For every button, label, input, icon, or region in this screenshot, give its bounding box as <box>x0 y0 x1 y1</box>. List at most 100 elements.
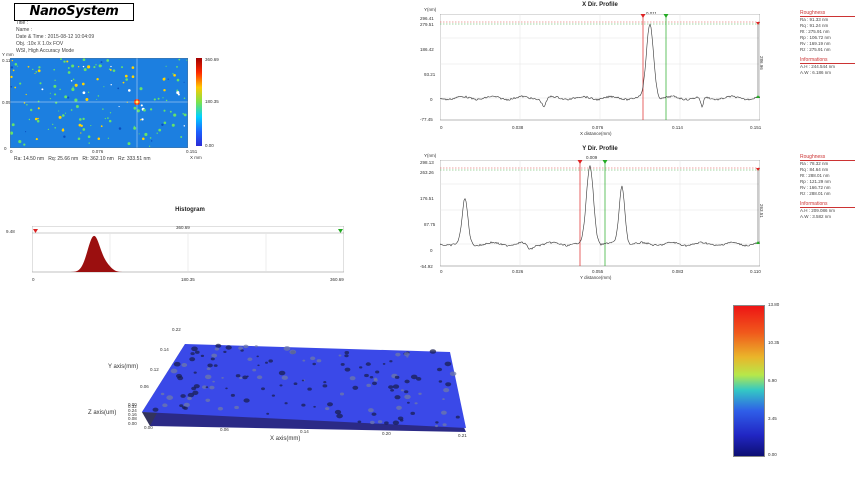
surface-peak <box>194 350 200 354</box>
surface-x-tick: 0.21 <box>458 433 467 438</box>
surface-peak <box>301 403 306 407</box>
map-particle <box>136 109 140 113</box>
x-profile-y-tick: -77.45 <box>420 117 433 122</box>
roughness-rz: Rz : 288.01 nm <box>800 191 831 196</box>
info-ah: A.H : 209.086 nm <box>800 208 836 213</box>
map-particle <box>18 140 22 144</box>
surface-peak <box>404 390 409 394</box>
surface-peak <box>369 375 374 379</box>
surface-peak <box>349 376 356 381</box>
surface-peak <box>327 402 333 407</box>
y-profile-plot[interactable] <box>440 160 760 268</box>
map-particle <box>102 108 104 110</box>
map-particle <box>81 82 85 86</box>
surface-peak <box>312 362 316 366</box>
surface-peak <box>323 380 327 384</box>
surface-peak <box>191 346 198 352</box>
histogram-x-tick: 180.35 <box>181 277 195 282</box>
surface-peak <box>418 392 422 395</box>
map-particle <box>58 115 62 119</box>
height-map-2d[interactable] <box>10 58 188 148</box>
surface-peak <box>344 367 351 372</box>
map-particle <box>87 135 91 138</box>
surface-peak <box>204 374 212 380</box>
map-particle <box>87 91 90 93</box>
map-particle <box>167 78 169 80</box>
surface-peak <box>210 357 215 361</box>
meta-line: Title : <box>16 20 29 26</box>
y-profile-x-tick: 0 <box>440 269 443 274</box>
surface-peak <box>443 387 450 393</box>
map-particle <box>52 123 54 126</box>
y-profile-y-tick: 87.75 <box>424 222 436 227</box>
profile-left-cursor-marker <box>577 160 583 164</box>
map-particle <box>53 84 57 88</box>
map-particle <box>17 65 19 67</box>
map-particle <box>54 127 56 129</box>
surface-peak <box>339 392 345 396</box>
surface-y-axis-label: Y axis(mm) <box>108 364 139 370</box>
surface-peak <box>455 415 460 419</box>
surface-peak <box>205 386 209 389</box>
map-particle <box>138 133 140 135</box>
histogram-x-tick: 0 <box>32 277 35 282</box>
profile-left-cursor-marker <box>640 14 646 18</box>
map-particle <box>34 73 36 74</box>
surface-peak <box>170 368 178 374</box>
histogram-plot[interactable] <box>32 226 344 276</box>
surface-peak <box>230 393 235 397</box>
surface-peak <box>179 404 184 408</box>
surface-3d-view[interactable] <box>80 318 480 460</box>
map-stat-rq: Rq: 25.66 nm <box>48 156 79 162</box>
surface-peak <box>336 413 343 419</box>
surface-peak <box>371 412 377 416</box>
x-profile-y-tick: 186.42 <box>420 47 434 52</box>
map-particle <box>63 60 66 63</box>
map-particle <box>11 123 15 127</box>
map-particle <box>85 98 89 101</box>
map-particle <box>182 113 184 115</box>
surface-peak <box>190 352 195 356</box>
surface-peak <box>375 370 380 374</box>
surface-y-tick: 0.22 <box>172 327 181 332</box>
map-particle <box>163 109 166 112</box>
surface-peak <box>200 354 205 358</box>
x-profile-cursor-gap: 0.011 <box>646 11 657 16</box>
roughness-rt: Rt : 288.01 nm <box>800 173 830 178</box>
surface-colorbar <box>733 305 765 457</box>
surface-peak <box>278 370 286 376</box>
x-profile-plot[interactable] <box>440 14 760 124</box>
map-particle <box>67 67 70 69</box>
surface-peak <box>243 398 250 403</box>
map-particle <box>96 98 98 100</box>
roughness-ra: Ra : 91.33 nm <box>800 17 829 22</box>
surface-y-tick: 0.00 <box>128 402 137 407</box>
map-particle <box>133 125 135 127</box>
y-profile-x-unit: Y distance(mm) <box>580 275 612 280</box>
surface-peak <box>357 420 362 424</box>
map-x-tick: 0 <box>10 149 13 154</box>
map-particle <box>63 135 66 138</box>
map-particle <box>26 103 28 106</box>
surface-peak <box>406 401 410 404</box>
surface-peak <box>369 420 375 425</box>
surface-peak <box>396 405 402 410</box>
map-stat-rz: Rz: 333.51 nm <box>117 156 151 162</box>
surface-peak <box>310 356 316 361</box>
map-particle <box>178 58 181 61</box>
surface-peak <box>187 396 192 401</box>
surface-peak <box>214 347 220 351</box>
surface-peak <box>382 362 386 365</box>
surface-peak <box>368 408 374 413</box>
surface-peak <box>340 362 345 366</box>
map-y-tick: 0.110 <box>2 58 13 63</box>
surface-peak <box>435 421 439 424</box>
map-particle <box>25 93 27 96</box>
surface-peak <box>399 419 404 422</box>
profile-height-top-marker <box>756 168 760 171</box>
surface-colorbar-tick: 0.00 <box>768 452 777 457</box>
map-particle <box>156 132 158 134</box>
map-particle <box>90 125 92 127</box>
map-particle <box>142 137 145 141</box>
map-particle <box>106 59 110 62</box>
